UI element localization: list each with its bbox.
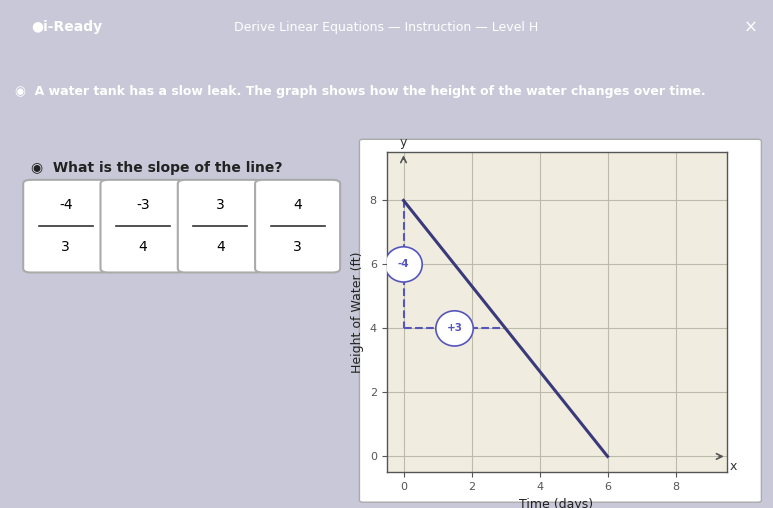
Text: Derive Linear Equations — Instruction — Level H: Derive Linear Equations — Instruction — … [234,21,539,34]
Text: 4: 4 [138,240,148,255]
Circle shape [436,311,473,346]
Text: -3: -3 [136,198,150,212]
Text: 3: 3 [216,198,225,212]
FancyBboxPatch shape [178,180,263,272]
Text: ●i-Ready: ●i-Ready [31,20,102,35]
Circle shape [385,247,422,282]
Text: -4: -4 [397,260,410,269]
FancyBboxPatch shape [359,139,761,502]
Text: 3: 3 [61,240,70,255]
Text: y: y [400,136,407,149]
Text: ◉  A water tank has a slow leak. The graph shows how the height of the water cha: ◉ A water tank has a slow leak. The grap… [15,85,706,98]
Text: x: x [730,460,737,472]
Text: 3: 3 [293,240,302,255]
Text: ×: × [744,18,758,37]
FancyBboxPatch shape [255,180,340,272]
Text: ◉  What is the slope of the line?: ◉ What is the slope of the line? [31,161,282,175]
Text: 4: 4 [293,198,302,212]
FancyBboxPatch shape [100,180,186,272]
Y-axis label: Height of Water (ft): Height of Water (ft) [351,251,364,373]
X-axis label: Time (days): Time (days) [519,498,594,508]
Text: +3: +3 [447,324,462,333]
Text: 4: 4 [216,240,225,255]
FancyBboxPatch shape [23,180,108,272]
Text: -4: -4 [59,198,73,212]
